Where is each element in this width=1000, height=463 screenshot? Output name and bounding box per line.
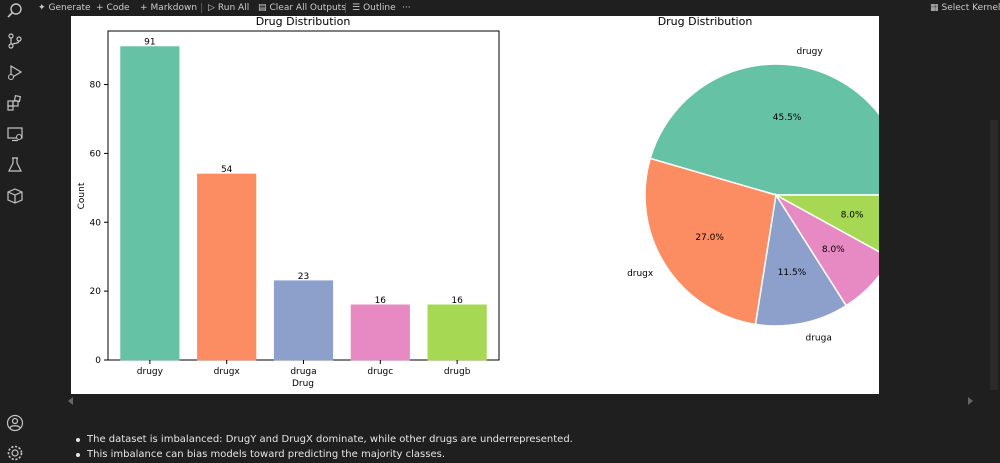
activity-bar	[0, 0, 30, 463]
bar-value-label: 91	[144, 38, 155, 48]
remote-explorer-icon[interactable]	[6, 125, 24, 143]
toolbar-divider	[345, 3, 346, 13]
bar	[427, 304, 487, 361]
y-axis-label: Count	[77, 182, 87, 209]
scroll-left-icon[interactable]	[68, 397, 73, 405]
y-tick-label: 40	[90, 218, 102, 228]
account-icon[interactable]	[6, 414, 24, 432]
y-axis: 0 20 40 60 80	[90, 81, 108, 366]
y-tick-label: 20	[90, 287, 102, 297]
x-tick-label: drugb	[444, 367, 471, 377]
bar	[120, 46, 180, 361]
scroll-right-icon[interactable]	[968, 397, 973, 405]
toolbar-divider	[201, 3, 202, 13]
bar	[197, 173, 257, 361]
x-tick-label: drugy	[137, 367, 164, 377]
play-icon: ▷	[208, 3, 215, 13]
pie-slice	[644, 157, 777, 326]
run-all-button[interactable]: ▷ Run All	[208, 3, 250, 13]
pie-category-label: drugx	[627, 269, 654, 279]
source-control-icon[interactable]	[6, 32, 24, 50]
bar-value-label: 54	[221, 165, 233, 175]
pie-percent-label: 27.0%	[695, 233, 724, 243]
generate-button[interactable]: ✦ Generate	[38, 3, 91, 13]
pie-slices	[644, 63, 908, 327]
pie-chart: Drug Distribution 45.5% drugy 27.0% drugx 11…	[627, 15, 944, 343]
plus-icon: +	[140, 3, 148, 13]
bar-chart-title: Drug Distribution	[256, 16, 351, 28]
extensions-icon[interactable]	[6, 94, 24, 112]
markdown-notes: The dataset is imbalanced: DrugY and Dru…	[74, 432, 573, 462]
x-axis-label: Drug	[292, 379, 314, 389]
bar-value-label: 16	[375, 296, 387, 306]
bar-value-label: 23	[298, 272, 309, 282]
run-debug-icon[interactable]	[6, 63, 24, 81]
pie-category-label: drugy	[796, 47, 823, 57]
bar	[350, 304, 410, 361]
x-axis: drugy drugx druga drugc drugb	[137, 360, 471, 377]
pie-category-label: druga	[805, 333, 831, 343]
list-item: The dataset is imbalanced: DrugY and Dru…	[74, 432, 573, 447]
bar-chart: Drug Distribution 0 20 40 60 80 91 54 23 16 16 d…	[77, 15, 500, 389]
vertical-scrollbar[interactable]	[990, 120, 998, 390]
y-tick-label: 80	[90, 81, 102, 91]
pie-percent-label: 8.0%	[822, 245, 845, 255]
sparkle-icon: ✦	[38, 3, 46, 13]
pie-percent-label: 11.5%	[778, 268, 807, 278]
y-tick-label: 60	[90, 149, 102, 159]
kernel-icon: ▦	[930, 3, 939, 13]
pie-percent-label: 45.5%	[773, 113, 802, 123]
x-tick-label: drugc	[367, 367, 393, 377]
y-tick-label: 0	[95, 356, 101, 366]
notebook-toolbar: ✦ Generate + Code + Markdown ▷ Run All ▤…	[30, 0, 1000, 16]
clear-icon: ▤	[258, 3, 267, 13]
add-markdown-button[interactable]: + Markdown	[140, 3, 198, 13]
more-actions-button[interactable]: ···	[402, 3, 411, 13]
list-item: This imbalance can bias models toward pr…	[74, 447, 573, 462]
pie-chart-title: Drug Distribution	[658, 16, 753, 28]
x-tick-label: druga	[290, 367, 316, 377]
select-kernel-button[interactable]: ▦ Select Kernel	[930, 3, 1000, 13]
package-icon[interactable]	[6, 187, 24, 205]
figure: Drug Distribution 0 20 40 60 80 91 54 23 16 16 d…	[77, 15, 944, 389]
bars: 91 54 23 16 16	[120, 38, 487, 361]
cell-output: Drug Distribution 0 20 40 60 80 91 54 23 16 16 d…	[71, 15, 944, 394]
plus-icon: +	[96, 3, 104, 13]
add-code-button[interactable]: + Code	[96, 3, 130, 13]
x-tick-label: drugx	[214, 367, 241, 377]
search-icon[interactable]	[6, 2, 24, 20]
pie-percent-label: 8.0%	[841, 211, 864, 221]
horizontal-scrollbar[interactable]	[40, 394, 980, 408]
outline-button[interactable]: ☰ Outline	[352, 3, 396, 13]
testing-icon[interactable]	[6, 156, 24, 174]
pie-slice	[754, 192, 848, 327]
bar-value-label: 16	[451, 296, 463, 306]
settings-icon[interactable]	[6, 444, 24, 462]
bar	[273, 280, 334, 361]
outline-icon: ☰	[352, 3, 361, 13]
clear-all-outputs-button[interactable]: ▤ Clear All Outputs	[258, 3, 346, 13]
